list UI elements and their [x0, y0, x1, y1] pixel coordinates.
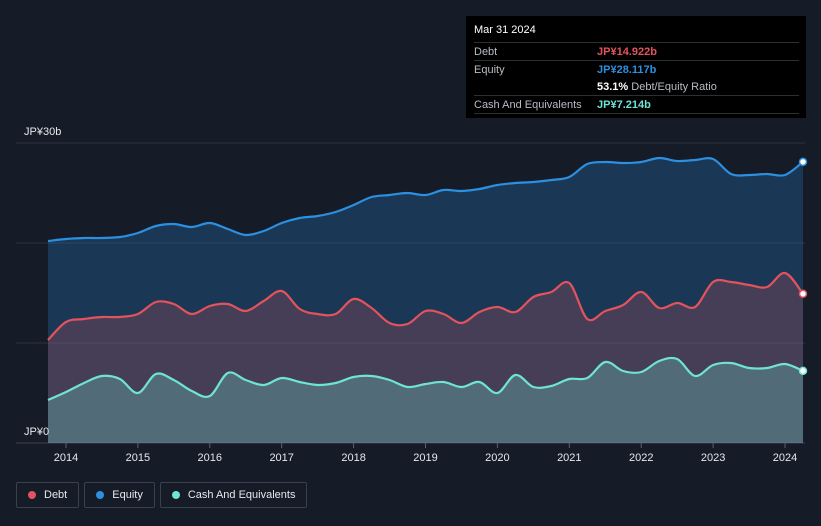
endpoint-debt [798, 289, 808, 299]
y-axis: JP¥30b JP¥0 [24, 126, 61, 438]
legend-label-cash: Cash And Equivalents [187, 489, 296, 501]
x-tick-label-2022: 2022 [629, 452, 653, 464]
tooltip-row-debt: Debt JP¥14.922b [474, 42, 799, 60]
y-tick-label-top: JP¥30b [24, 126, 61, 138]
line-equity [47, 156, 804, 243]
area-equity [48, 157, 803, 444]
tooltip-equity-value: JP¥28.117b [597, 63, 657, 76]
x-tick-label-2020: 2020 [485, 452, 509, 464]
x-tick-label-2023: 2023 [701, 452, 725, 464]
grid-lines [16, 142, 805, 444]
x-tick-label-2024: 2024 [773, 452, 797, 464]
x-tick-label-2019: 2019 [413, 452, 437, 464]
legend-dot-cash-icon [171, 491, 180, 499]
line-debt [47, 271, 804, 341]
x-tick-label-2014: 2014 [54, 452, 78, 464]
y-tick-label-bottom: JP¥0 [24, 426, 49, 438]
endpoint-cash-and-equivalents [798, 366, 808, 376]
legend-item-debt[interactable]: Debt [16, 482, 80, 508]
x-tick-label-2021: 2021 [557, 452, 581, 464]
tooltip-debt-value: JP¥14.922b [597, 45, 657, 58]
x-tick-label-2016: 2016 [198, 452, 222, 464]
series-lines [47, 156, 804, 402]
area-cash-and-equivalents [48, 357, 803, 443]
series-areas [48, 157, 803, 444]
line-cash-and-equivalents [47, 356, 804, 402]
legend-item-equity[interactable]: Equity [84, 482, 155, 508]
x-tick-label-2018: 2018 [341, 452, 365, 464]
x-tick-label-2017: 2017 [269, 452, 293, 464]
legend-dot-debt-icon [28, 491, 36, 499]
legend-dot-equity-icon [96, 491, 105, 499]
tooltip-equity-label: Equity [474, 63, 505, 76]
legend-label-debt: Debt [44, 489, 68, 501]
tooltip-ratio-value: 53.1% [597, 80, 629, 93]
tooltip-cash-value: JP¥7.214b [597, 98, 651, 111]
series-endpoints [798, 157, 808, 376]
tooltip-debt-label: Debt [474, 45, 498, 58]
endpoint-equity [798, 157, 808, 167]
tooltip-row-equity: Equity JP¥28.117b [474, 60, 799, 78]
tooltip-date: Mar 31 2024 [474, 24, 536, 36]
area-debt [48, 272, 803, 443]
x-tick-label-2015: 2015 [126, 452, 150, 464]
tooltip-row-ratio: 53.1% Debt/Equity Ratio [474, 78, 799, 95]
legend-item-cash[interactable]: Cash And Equivalents [159, 482, 308, 508]
x-axis: 2014 2015 2016 2017 2018 2019 2020 2021 2022 2023… [54, 443, 797, 464]
tooltip-panel: Mar 31 2024 Debt JP¥14.922b Equity JP¥28… [466, 16, 806, 118]
legend-label-equity: Equity [112, 489, 143, 501]
tooltip-cash-label: Cash And Equivalents [474, 98, 582, 111]
tooltip-row-cash: Cash And Equivalents JP¥7.214b [474, 95, 799, 114]
tooltip-ratio-label: Debt/Equity Ratio [631, 80, 717, 93]
chart-legend: Debt Equity Cash And Equivalents [16, 482, 312, 510]
